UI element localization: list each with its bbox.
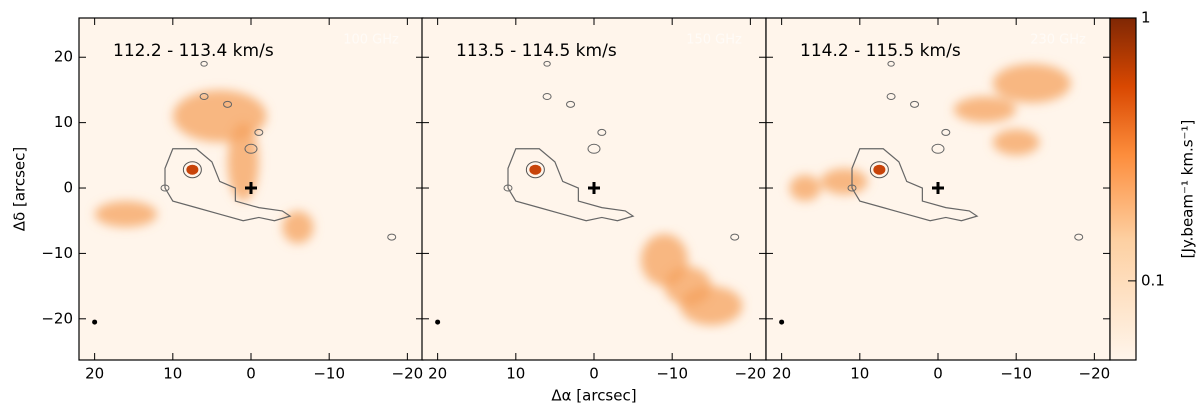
contour: [542, 92, 552, 100]
contour: [525, 161, 545, 179]
x-tick-label: −10: [1000, 365, 1032, 383]
frequency-label: 150 GHz: [686, 33, 742, 48]
peak: [186, 164, 199, 175]
contour: [887, 60, 895, 67]
contour: [254, 128, 264, 136]
emission: [640, 233, 743, 326]
contour: [566, 100, 576, 108]
contour: [160, 184, 170, 192]
emission-blob: [992, 63, 1071, 103]
emission-blob: [227, 122, 259, 201]
peak: [529, 164, 542, 175]
emission-blob: [992, 129, 1040, 156]
contour: [587, 143, 601, 154]
contour: [387, 233, 397, 241]
contour: [851, 148, 979, 222]
colorbar: [1109, 17, 1137, 361]
y-axis-label: Δδ [arcsec]: [11, 147, 29, 231]
x-tick-label: −20: [1079, 365, 1111, 383]
y-tick-label: 20: [54, 48, 73, 66]
source-cross: [245, 182, 257, 195]
emission-blob: [953, 96, 1017, 123]
contour: [730, 233, 740, 241]
contour: [847, 184, 857, 192]
contour: [597, 128, 607, 136]
contour: [182, 161, 202, 179]
x-tick-label: 0: [246, 365, 256, 383]
x-tick-label: −10: [313, 365, 345, 383]
source-cross: [588, 182, 600, 195]
source-cross: [932, 182, 944, 195]
contour: [199, 92, 209, 100]
x-tick-label: 20: [772, 365, 791, 383]
emission-blob: [680, 286, 743, 326]
x-tick-label: 10: [850, 365, 869, 383]
x-tick-label: 0: [933, 365, 943, 383]
x-tick-label: −20: [392, 365, 424, 383]
x-axis-label: Δα [arcsec]: [551, 387, 636, 405]
emission: [789, 63, 1071, 202]
y-tick-label: 10: [54, 113, 73, 131]
emission-blob: [820, 168, 868, 195]
contour: [164, 148, 292, 222]
frequency-label: 230 GHz: [1030, 33, 1086, 48]
beam: [435, 319, 441, 325]
panel-title: 114.2 - 115.5 km/s: [800, 41, 961, 61]
y-tick-label: −20: [41, 309, 73, 327]
x-tick-label: 0: [589, 365, 599, 383]
x-tick-label: −10: [656, 365, 688, 383]
emission: [94, 90, 314, 244]
contour: [910, 100, 920, 108]
emission-blob: [94, 201, 158, 228]
contour: [869, 161, 889, 179]
y-tick-label: 0: [63, 179, 73, 197]
x-tick-label: 20: [428, 365, 447, 383]
x-tick-label: −20: [735, 365, 767, 383]
contour: [1074, 233, 1084, 241]
contour: [543, 60, 551, 67]
contour: [503, 184, 513, 192]
frequency-label: 100 GHz: [343, 33, 399, 48]
colorbar-label: [Jy.beam⁻¹ km.s⁻¹]: [1179, 120, 1197, 259]
contour: [886, 92, 896, 100]
emission-blob: [640, 233, 688, 286]
colorbar-tick-label: 0.1: [1141, 271, 1165, 289]
contour: [200, 60, 208, 67]
x-tick-label: 20: [85, 365, 104, 383]
peak: [873, 164, 886, 175]
colorbar-tick-label: 1: [1141, 9, 1151, 27]
panel-title: 112.2 - 113.4 km/s: [113, 41, 274, 61]
contour: [941, 128, 951, 136]
emission-blob: [282, 211, 314, 244]
beam: [779, 319, 785, 325]
y-tick-label: −10: [41, 244, 73, 262]
beam: [92, 319, 98, 325]
contour: [507, 148, 635, 222]
contour: [931, 143, 945, 154]
x-tick-label: 10: [506, 365, 525, 383]
contour: [244, 143, 258, 154]
x-tick-label: 10: [163, 365, 182, 383]
contour: [223, 100, 233, 108]
panel-title: 113.5 - 114.5 km/s: [456, 41, 617, 61]
emission-blob: [789, 175, 821, 202]
